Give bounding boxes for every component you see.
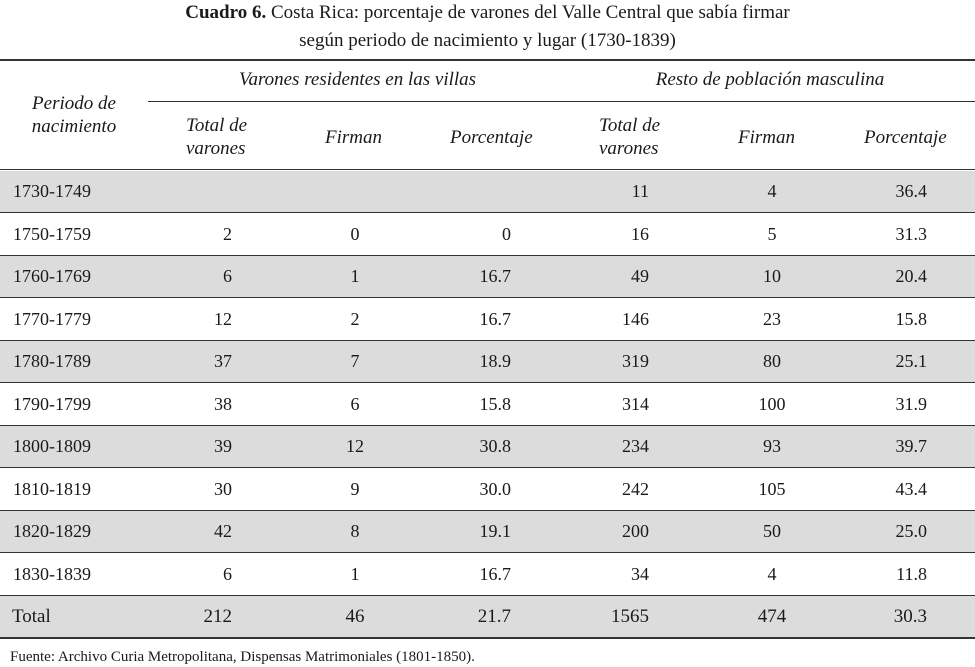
group-subrule (148, 101, 975, 102)
table-row: 1810-1819 30 9 30.0 242 105 43.4 (13, 479, 927, 499)
title-line-2: según periodo de nacimiento y lugar (173… (299, 30, 676, 51)
header-group-villas: Varones residentes en las villas (238, 69, 477, 90)
table-row: 1730-1749 11 4 36.4 (0, 171, 975, 212)
header-total-resto: Total de varones (599, 115, 661, 159)
table-row: 1820-1829 42 8 19.1 200 50 25.0 (0, 511, 975, 552)
table-number: Cuadro 6. (185, 2, 267, 23)
title-line-1: Costa Rica: porcentaje de varones del Va… (270, 2, 790, 23)
top-rule (0, 59, 975, 61)
source-note: Fuente: Archivo Curia Metropolitana, Dis… (10, 649, 475, 665)
table-row: 1790-1799 38 6 15.8 314 100 31.9 (13, 394, 927, 414)
table-row: 1760-1769 6 1 16.7 49 10 20.4 (0, 256, 975, 297)
bottom-rule (0, 637, 975, 639)
header-firman-resto: Firman (738, 127, 795, 148)
table-row: 1830-1839 6 1 16.7 34 4 11.8 (13, 564, 927, 584)
table-row: 1800-1809 39 12 30.8 234 93 39.7 (0, 426, 975, 467)
table-row: 1770-1779 12 2 16.7 146 23 15.8 (13, 309, 927, 329)
table-row: 1750-1759 2 0 0 16 5 31.3 (13, 224, 927, 244)
table-row: 1780-1789 37 7 18.9 319 80 25.1 (0, 341, 975, 382)
table-row-total: Total 212 46 21.7 1565 474 30.3 (0, 596, 975, 637)
header-periodo: Periodo de nacimiento (31, 93, 117, 137)
header-total-villas: Total de varones (186, 115, 248, 159)
header-porcentaje-resto: Porcentaje (864, 127, 947, 148)
header-group-resto: Resto de población masculina (655, 69, 885, 90)
header-bottom-rule (0, 169, 975, 170)
header-firman-villas: Firman (325, 127, 382, 148)
header-porcentaje-villas: Porcentaje (450, 127, 533, 148)
